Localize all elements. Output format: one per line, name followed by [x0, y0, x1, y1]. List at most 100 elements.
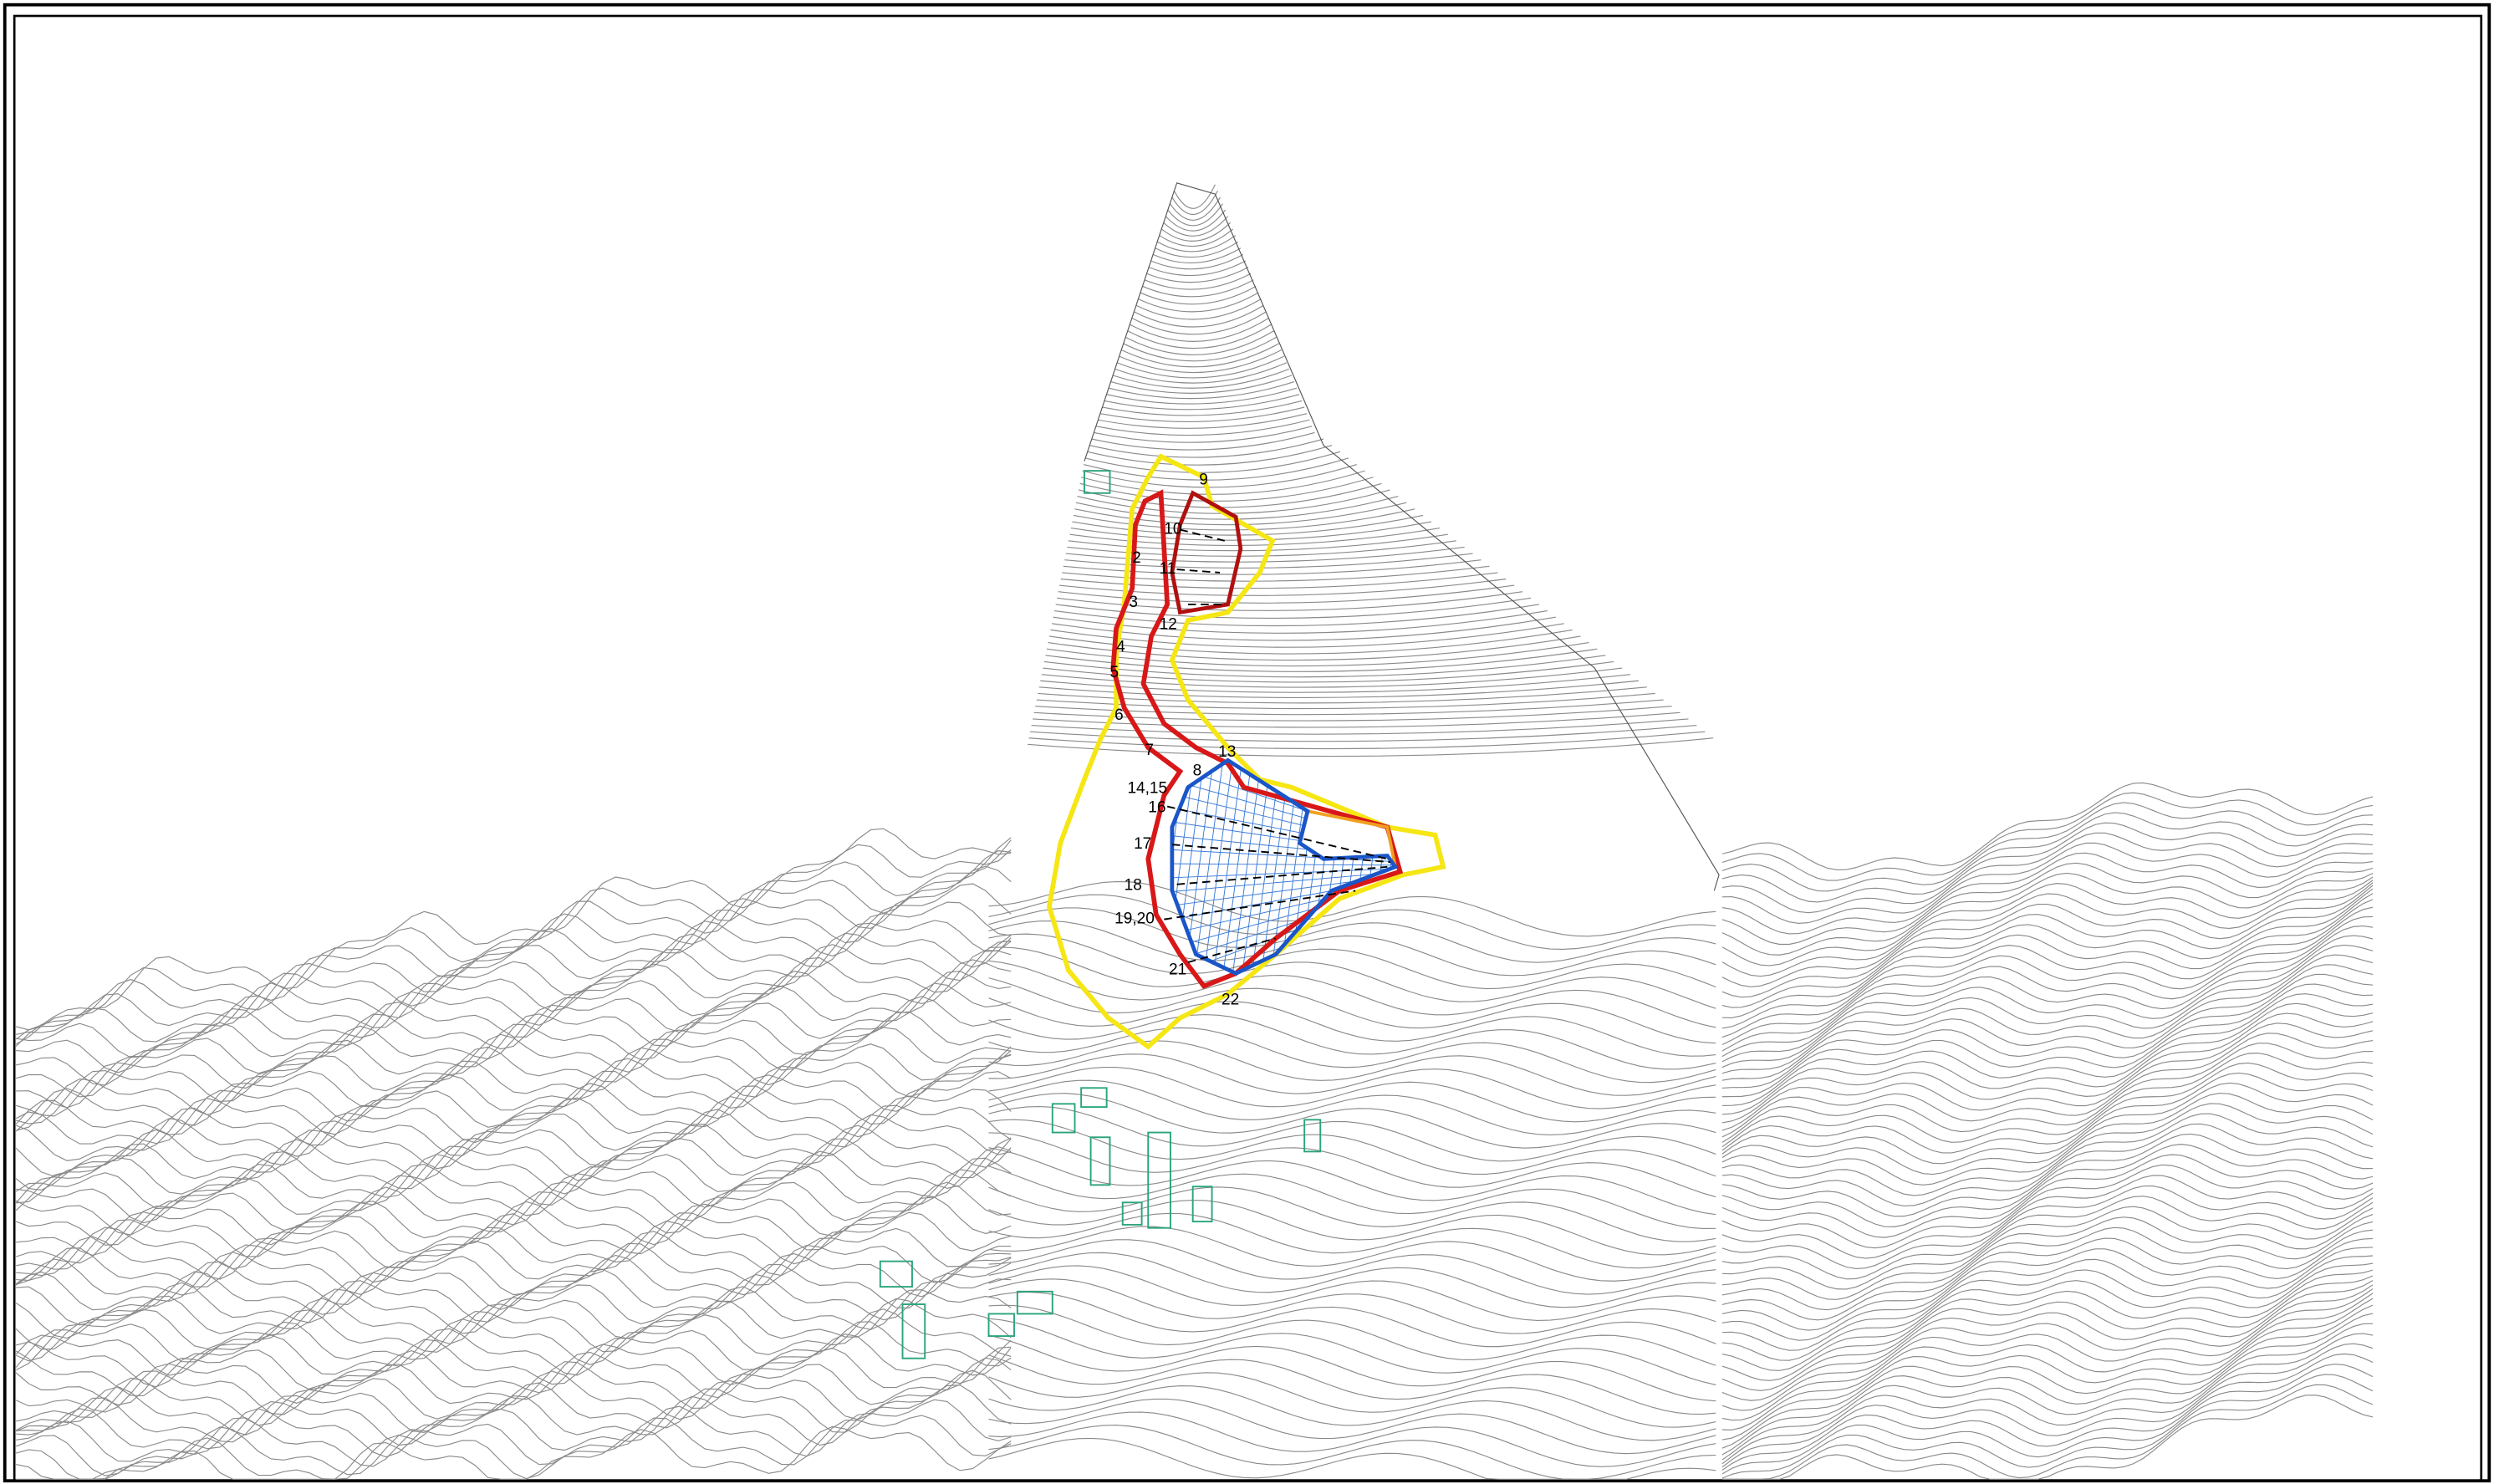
contour: [1721, 893, 2374, 1029]
contour: [1062, 565, 1490, 582]
contour: [988, 1040, 1716, 1096]
contour: [1721, 1175, 2374, 1269]
contour: [1721, 832, 2374, 924]
hatch-line: [1345, 760, 1379, 974]
blue-zone: [1170, 757, 1399, 976]
contour: [1721, 1053, 2374, 1148]
contour: [1106, 387, 1298, 405]
contour: [1127, 324, 1272, 349]
hatch-line: [1171, 863, 1395, 866]
contour: [988, 1265, 1716, 1321]
contour: [988, 1105, 1716, 1162]
building: [1016, 1290, 1053, 1315]
contour: [988, 880, 1716, 937]
contour: [988, 1334, 1716, 1402]
contour: [15, 971, 1012, 1135]
contour: [1080, 470, 1365, 495]
contour: [1721, 1384, 2374, 1480]
contour: [1085, 451, 1341, 473]
contour: [1721, 973, 2374, 1089]
contour: [1721, 1012, 2374, 1124]
contour: [16, 1346, 1012, 1443]
contour: [16, 1196, 1012, 1326]
contour: [988, 1398, 1716, 1455]
contour: [1043, 655, 1606, 678]
contour: [1721, 1255, 2374, 1361]
contour: [1135, 298, 1262, 320]
contour: [1033, 711, 1681, 728]
contour: [1721, 1269, 2374, 1381]
contour: [15, 1339, 1012, 1436]
contour: [1721, 1284, 2374, 1411]
building: [1080, 1087, 1108, 1109]
contour: [15, 844, 1012, 1045]
contour: [1721, 954, 2374, 1074]
contour: [1070, 521, 1432, 541]
hatch-line: [1192, 760, 1226, 974]
building: [1084, 470, 1111, 494]
contour: [15, 982, 1012, 1145]
contour: [1721, 1280, 2374, 1401]
contour: [1721, 1154, 2374, 1249]
contour: [1033, 706, 1672, 722]
contour: [1104, 394, 1300, 411]
building: [1147, 1131, 1171, 1229]
building: [1191, 1186, 1213, 1223]
contour: [1721, 899, 2374, 1038]
contour: [1721, 1082, 2374, 1175]
contour: [1721, 872, 2374, 966]
contour: [1084, 457, 1349, 481]
contour: [15, 1046, 1012, 1204]
contour: [15, 1289, 1012, 1396]
contour: [1031, 718, 1689, 735]
contour: [15, 1308, 1012, 1413]
contour: [1163, 216, 1229, 237]
contour: [1125, 330, 1274, 355]
contour: [15, 865, 1012, 1058]
yellow-zone: [1047, 453, 1446, 1050]
outer-frame: [3, 3, 2491, 1483]
hatch-line: [1211, 760, 1245, 974]
contour: [15, 1011, 1012, 1177]
contour: [1721, 888, 2374, 1018]
contour: [1721, 1247, 2374, 1351]
buildings: [879, 470, 1322, 1359]
contour: [1159, 228, 1234, 247]
contour: [1077, 489, 1390, 514]
contour: [988, 933, 1716, 990]
contour: [1028, 731, 1706, 750]
contour: [1038, 686, 1647, 704]
contour: [1721, 944, 2374, 1068]
contour: [1064, 553, 1473, 569]
hatch-line: [1171, 806, 1395, 854]
contour: [1142, 279, 1254, 298]
contour: [988, 1385, 1716, 1441]
hatch-line: [1171, 877, 1395, 921]
contour: [988, 1147, 1716, 1216]
point-label: 17: [1134, 835, 1151, 853]
contour: [15, 1104, 1012, 1246]
contour: [1721, 842, 2374, 935]
contour: [1721, 1323, 2374, 1461]
hatch-line: [1307, 760, 1340, 974]
point-label: 18: [1125, 877, 1142, 895]
contour: [988, 1119, 1716, 1177]
contour: [1721, 1363, 2374, 1475]
contour: [1155, 241, 1239, 258]
contour: [1108, 381, 1295, 400]
contour: [15, 1071, 1012, 1224]
contour: [1721, 1164, 2374, 1259]
contour: [1099, 406, 1305, 422]
contour: [1048, 635, 1581, 661]
contour: [988, 1066, 1716, 1123]
contour: [1721, 1072, 2374, 1165]
contour: [1721, 1043, 2374, 1143]
contour: [988, 920, 1716, 977]
contour: [988, 1014, 1716, 1070]
contour: [1068, 533, 1448, 552]
point-label: 7: [1145, 742, 1154, 759]
contour: [16, 1137, 1012, 1277]
contour: [15, 949, 1012, 1131]
red-zone-upper: [1170, 490, 1243, 615]
